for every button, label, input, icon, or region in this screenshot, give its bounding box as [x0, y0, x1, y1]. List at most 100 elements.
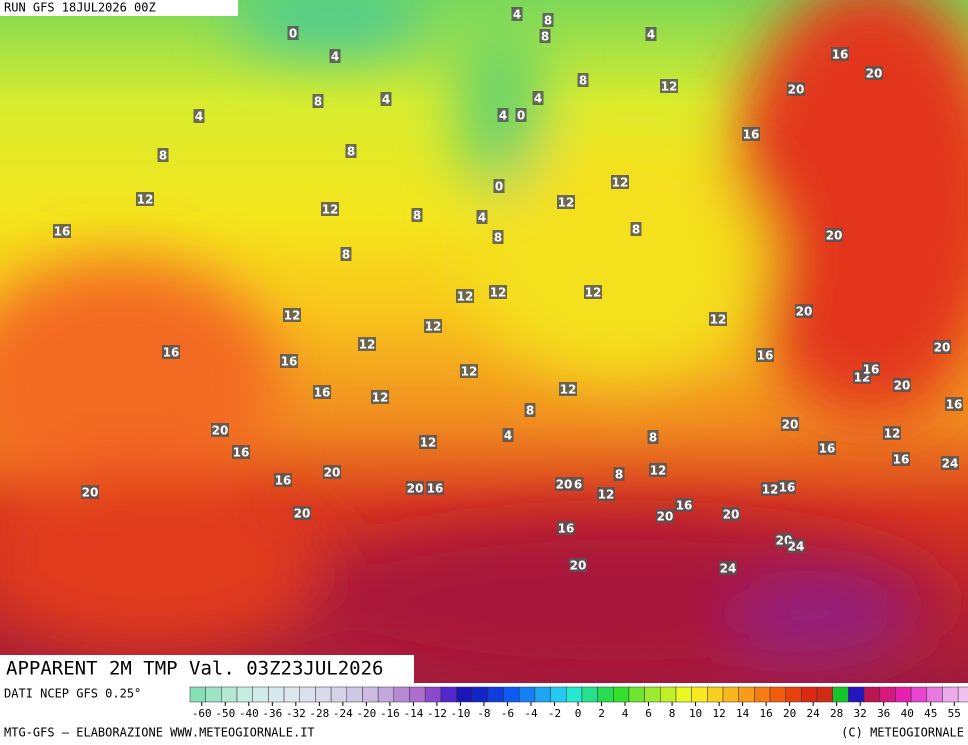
temperature-label: 12 — [461, 365, 478, 379]
label-box — [865, 66, 883, 80]
colorbar-tick-label: 32 — [854, 707, 867, 720]
colorbar-tick-label: -60 — [192, 707, 212, 720]
temperature-label: 20 — [788, 83, 805, 97]
temperature-label: 12 — [322, 203, 339, 217]
label-box — [761, 482, 779, 496]
colorbar-swatch — [863, 686, 881, 703]
temperature-label: 12 — [284, 309, 301, 323]
colorbar-swatch — [299, 686, 316, 703]
colorbar-tick-label: -40 — [239, 707, 259, 720]
colorbar-tick-label: 14 — [736, 707, 750, 720]
temperature-label: 16 — [757, 349, 774, 363]
temperature-label: 20 — [212, 424, 229, 438]
colorbar-tick-label: 12 — [712, 707, 725, 720]
colorbar-swatch — [205, 686, 222, 703]
label-box — [933, 340, 951, 354]
temperature-label: 4 — [513, 8, 521, 22]
colorbar-swatch — [644, 686, 661, 703]
colorbar-swatch — [707, 686, 724, 703]
colorbar-tick-label: -16 — [380, 707, 400, 720]
temperature-label: 8 — [544, 14, 552, 28]
label-box — [709, 312, 727, 326]
colorbar-tick-label: -32 — [286, 707, 306, 720]
colorbar-swatch — [315, 686, 332, 703]
label-box — [719, 561, 737, 575]
label-box — [722, 507, 740, 521]
temperature-label: 12 — [762, 483, 779, 497]
label-box — [892, 452, 910, 466]
colorbar-swatch — [487, 686, 504, 703]
label-box — [287, 26, 299, 40]
label-box — [136, 192, 154, 206]
colorbar-swatch — [926, 686, 943, 703]
temperature-label: 20 — [407, 482, 424, 496]
label-box — [380, 92, 392, 106]
label-box — [645, 27, 657, 41]
temperature-label: 16 — [427, 482, 444, 496]
colorbar-swatch — [471, 686, 489, 703]
colorbar-tick-label: 10 — [689, 707, 702, 720]
run-box — [0, 0, 238, 16]
temperature-label: 20 — [324, 466, 341, 480]
temperature-label: 12 — [372, 391, 389, 405]
label-box — [157, 148, 169, 162]
temperature-label: 4 — [534, 92, 542, 106]
temperature-label: 0 — [517, 109, 525, 123]
label-box — [539, 29, 551, 43]
colorbar-tick-label: -12 — [427, 707, 447, 720]
temperature-label: 12 — [710, 313, 727, 327]
temperature-label: 12 — [490, 286, 507, 300]
colorbar-swatch — [252, 686, 269, 703]
colorbar-swatch — [456, 686, 473, 703]
temperature-label: 12 — [598, 488, 615, 502]
colorbar-tick-label: 8 — [669, 707, 676, 720]
temperature-label: 20 — [934, 341, 951, 355]
colorbar-tick-label: 55 — [948, 707, 961, 720]
colorbar-swatch — [236, 686, 253, 703]
colorbar-tick-label: 2 — [598, 707, 605, 720]
temperature-label: 12 — [457, 290, 474, 304]
colorbar-tick-label: -8 — [477, 707, 490, 720]
label-box — [557, 195, 575, 209]
label-box — [893, 378, 911, 392]
label-box — [572, 477, 584, 491]
temperature-label: 16 — [163, 346, 180, 360]
colorbar-swatch — [613, 686, 630, 703]
label-box — [941, 456, 959, 470]
label-box — [411, 208, 423, 222]
temperature-label: 16 — [233, 446, 250, 460]
temperature-label: 8 — [314, 95, 322, 109]
colorbar-swatch — [424, 686, 442, 703]
temperature-label: 16 — [893, 453, 910, 467]
run-label: RUN GFS 18JUL2026 00Z — [4, 1, 156, 15]
label-box — [781, 417, 799, 431]
temperature-label: 20 — [894, 379, 911, 393]
temperature-field — [0, 0, 968, 680]
label-box — [323, 465, 341, 479]
label-box — [312, 94, 324, 108]
label-box — [340, 247, 352, 261]
colorbar-swatch — [848, 686, 865, 703]
label-box — [81, 485, 99, 499]
colorbar-tick-label: -14 — [403, 707, 423, 720]
label-box — [660, 79, 678, 93]
temperature-label: 8 — [632, 223, 640, 237]
colorbar-tick-label: -4 — [524, 707, 538, 720]
colorbar-tick-label: -28 — [309, 707, 329, 720]
colorbar-tick-label: -50 — [215, 707, 235, 720]
temperature-label: 0 — [495, 180, 503, 194]
temperature-label: 20 — [570, 559, 587, 573]
temperature-label: 12 — [884, 427, 901, 441]
temperature-label: 12 — [661, 80, 678, 94]
colorbar-tick-label: -24 — [333, 707, 353, 720]
label-box — [371, 390, 389, 404]
map-title: APPARENT 2M TMP Val. 03Z23JUL2026 — [6, 658, 384, 680]
colorbar-tick-label: -36 — [262, 707, 282, 720]
temperature-label: 8 — [615, 468, 623, 482]
temperature-label: 4 — [382, 93, 390, 107]
source-label: DATI NCEP GFS 0.25° — [4, 687, 141, 701]
label-box — [313, 385, 331, 399]
temperature-label: 16 — [743, 128, 760, 142]
colorbar-swatch — [362, 686, 379, 703]
